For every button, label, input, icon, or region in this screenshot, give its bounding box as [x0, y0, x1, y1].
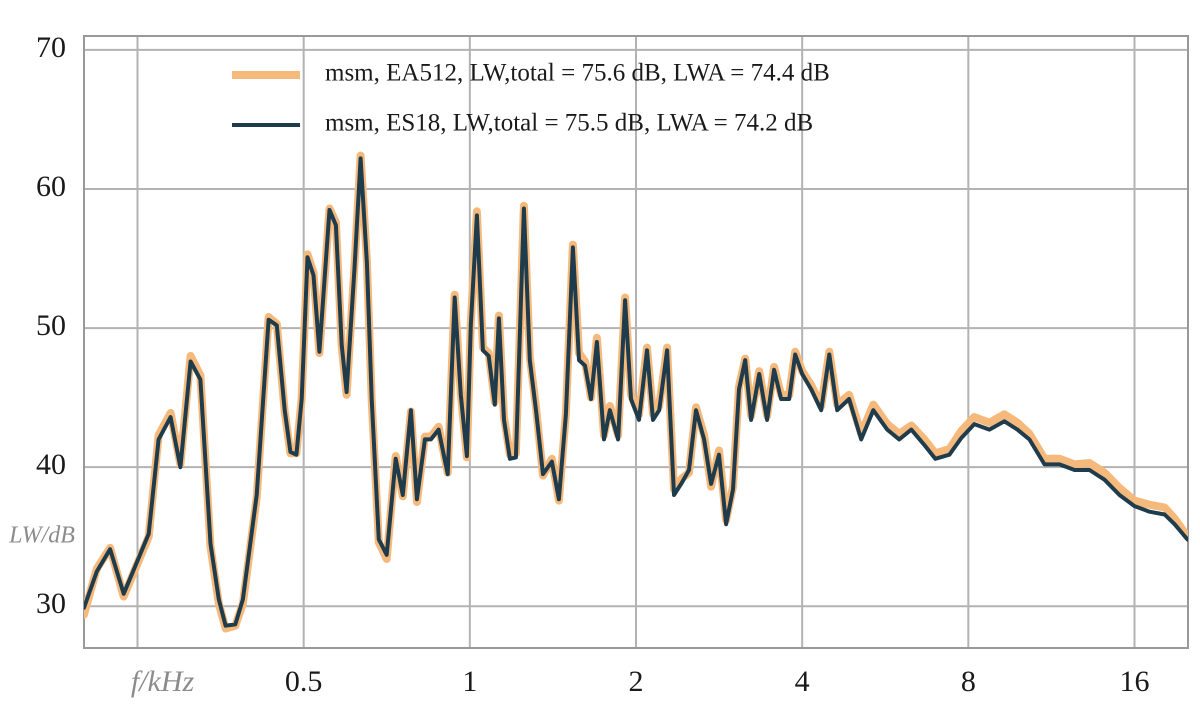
y-axis-label: LW/dB — [8, 523, 75, 549]
data-line — [84, 156, 1188, 628]
x-tick-label: 1 — [462, 665, 477, 698]
legend-label: msm, EA512, LW,total = 75.6 dB, LWA = 74… — [325, 60, 830, 87]
legend-label: msm, ES18, LW,total = 75.5 dB, LWA = 74.… — [325, 110, 813, 137]
x-tick-label: 8 — [961, 665, 976, 698]
x-tick-label: 16 — [1120, 665, 1150, 698]
y-tick-label: 70 — [36, 31, 66, 64]
y-tick-label: 50 — [36, 309, 66, 342]
plot-frame — [83, 35, 1189, 649]
y-tick-label: 30 — [36, 587, 66, 620]
x-axis-label: f/kHz — [131, 665, 195, 698]
y-tick-label: 40 — [36, 448, 66, 481]
x-tick-label: 4 — [795, 665, 810, 698]
y-tick-label: 60 — [36, 170, 66, 203]
x-tick-label: 0.5 — [285, 665, 323, 698]
x-tick-label: 2 — [629, 665, 644, 698]
